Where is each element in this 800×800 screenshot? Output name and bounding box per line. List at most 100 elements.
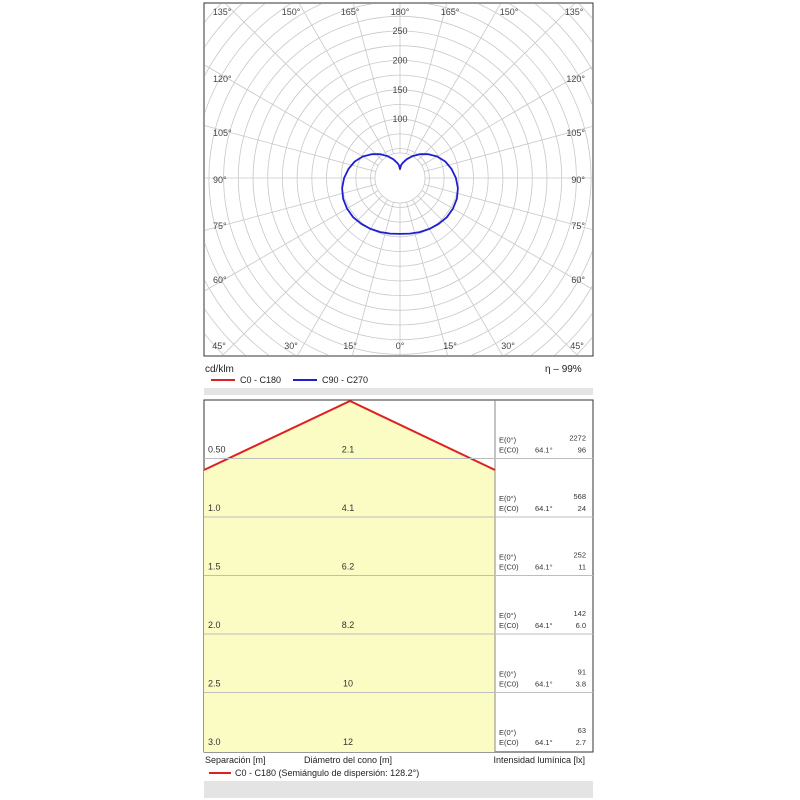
polar-grid-spoke (205, 177, 401, 231)
row-ec0-label: E(C0) (499, 621, 519, 630)
row-e0-value: 252 (573, 551, 586, 560)
footer-intensity: Intensidad lumínica [lx] (493, 755, 585, 765)
row-ec0-label: E(C0) (499, 563, 519, 572)
row-angle: 64.1° (535, 504, 553, 513)
row-diameter: 4.1 (342, 503, 355, 513)
row-ec0-label: E(C0) (499, 504, 519, 513)
angle-tick-top: 150° (500, 7, 519, 17)
polar-radial-ticks: 100 150 200 250 (392, 26, 407, 124)
row-separation: 3.0 (208, 737, 221, 747)
angle-tick-left: 120° (213, 74, 232, 84)
row-e0-label: E(0°) (499, 553, 517, 562)
row-separation: 2.0 (208, 620, 221, 630)
angle-tick-right: 105° (566, 128, 585, 138)
angle-tick-bottom: 30° (284, 341, 298, 351)
polar-grid-spoke (399, 177, 592, 230)
angle-tick-top: 150° (282, 7, 301, 17)
angle-tick-bottom: 45° (212, 341, 226, 351)
angle-tick-top: 165° (441, 7, 460, 17)
polar-angle-ticks: 135° 150° 165° 180° 165° 150° 135° 120° 105° 90° 7… (212, 7, 585, 351)
angle-tick-right: 90° (571, 175, 585, 185)
legend-label-c90-c270: C90 - C270 (322, 375, 368, 385)
radial-tick-label: 200 (392, 55, 407, 65)
row-separation: 1.5 (208, 562, 221, 572)
row-angle: 64.1° (535, 738, 553, 747)
angle-tick-bottom: 45° (570, 341, 584, 351)
angle-tick-left: 75° (213, 221, 227, 231)
row-ec0-value: 2.7 (576, 738, 586, 747)
angle-tick-top: 180° (391, 7, 410, 17)
polar-grid-spoke (205, 64, 401, 179)
row-ec0-value: 96 (578, 446, 586, 455)
polar-legend: C0 - C180 C90 - C270 (211, 375, 368, 385)
row-ec0-value: 6.0 (576, 621, 586, 630)
polar-curves (341, 153, 459, 235)
row-angle: 64.1° (535, 621, 553, 630)
polar-grid-spoke (399, 126, 592, 179)
polar-grid (205, 4, 592, 355)
cone-outline (203, 399, 496, 471)
row-ec0-value: 24 (578, 504, 586, 513)
radial-tick-label: 150 (392, 85, 407, 95)
angle-tick-left: 90° (213, 175, 227, 185)
row-separation: 2.5 (208, 679, 221, 689)
cone-legend-label: C0 - C180 (Semiángulo de dispersión: 128… (235, 768, 419, 778)
polar-grid-spoke (399, 4, 575, 179)
bottom-band (204, 781, 593, 798)
row-e0-value: 142 (573, 609, 586, 618)
row-separation: 1.0 (208, 503, 221, 513)
angle-tick-right: 60° (571, 275, 585, 285)
angle-tick-left: 60° (213, 275, 227, 285)
angle-tick-bottom: 0° (396, 341, 405, 351)
angle-tick-top: 165° (341, 7, 360, 17)
row-diameter: 10 (343, 679, 353, 689)
cone-rows: 0.50 2.1 E(0°) 2272 E(C0) 64.1° 96 1.0 4.1 E(0°) 5… (204, 434, 593, 747)
row-angle: 64.1° (535, 446, 553, 455)
row-diameter: 8.2 (342, 620, 355, 630)
angle-tick-top: 135° (565, 7, 584, 17)
row-angle: 64.1° (535, 563, 553, 572)
polar-grid-spoke (205, 177, 401, 292)
angle-tick-right: 120° (566, 74, 585, 84)
polar-grid-spoke (222, 177, 401, 355)
polar-grid-spoke (352, 177, 401, 355)
row-e0-label: E(0°) (499, 728, 517, 737)
angle-tick-top: 135° (213, 7, 232, 17)
polar-grid-center (374, 152, 426, 204)
radial-tick-label: 100 (392, 114, 407, 124)
angle-tick-right: 75° (571, 221, 585, 231)
polar-grid-spoke (352, 4, 401, 179)
row-e0-value: 91 (578, 668, 586, 677)
angle-tick-bottom: 15° (443, 341, 457, 351)
legend-label-c0-c180: C0 - C180 (240, 375, 281, 385)
angle-tick-left: 105° (213, 128, 232, 138)
polar-curve-c90-c270 (341, 153, 459, 235)
polar-grid-spoke (297, 177, 401, 355)
row-ec0-label: E(C0) (499, 446, 519, 455)
row-separation: 0.50 (208, 445, 226, 455)
polar-grid-spoke (205, 125, 401, 179)
polar-grid-spoke (399, 177, 503, 355)
row-e0-label: E(0°) (499, 670, 517, 679)
polar-grid-spoke (299, 4, 401, 179)
footer-separation: Separación [m] (205, 755, 266, 765)
row-e0-label: E(0°) (499, 494, 517, 503)
angle-tick-bottom: 30° (501, 341, 515, 351)
polar-grid-spoke (399, 66, 592, 179)
row-diameter: 6.2 (342, 562, 355, 572)
row-ec0-value: 3.8 (576, 680, 586, 689)
row-diameter: 12 (343, 737, 353, 747)
cone-fill (204, 401, 495, 752)
row-angle: 64.1° (535, 680, 553, 689)
row-e0-value: 2272 (569, 434, 586, 443)
radial-tick-label: 250 (392, 26, 407, 36)
polar-grid-spoke (225, 4, 401, 179)
polar-grid-spoke (399, 177, 578, 355)
footer-diameter: Diámetro del cono [m] (304, 755, 392, 765)
unit-label: cd/klm (205, 364, 234, 375)
polar-grid-spoke (399, 177, 592, 290)
row-diameter: 2.1 (342, 445, 355, 455)
row-ec0-value: 11 (578, 563, 586, 572)
row-ec0-label: E(C0) (499, 680, 519, 689)
